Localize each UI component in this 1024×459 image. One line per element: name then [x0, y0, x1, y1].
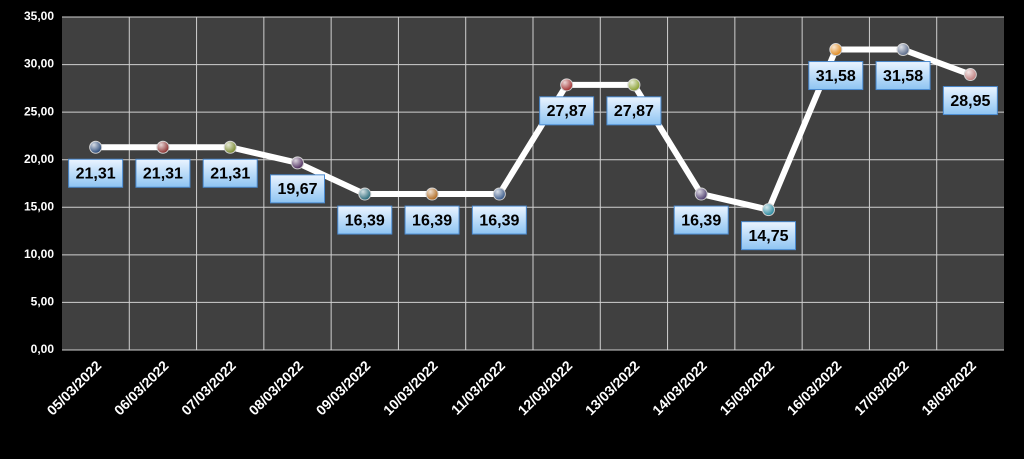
marker-shine	[358, 188, 371, 201]
data-label-box	[673, 205, 729, 235]
data-label: 16,39	[345, 212, 385, 229]
data-label-box	[875, 61, 931, 91]
data-label-box	[68, 158, 124, 188]
marker-shine	[627, 78, 640, 91]
marker-shine	[964, 68, 977, 81]
data-label: 31,58	[883, 68, 923, 85]
marker-shine	[560, 78, 573, 91]
marker-shine	[426, 188, 439, 201]
marker-shine	[89, 141, 102, 154]
data-label: 21,31	[76, 165, 116, 182]
marker-shine	[897, 43, 910, 56]
data-label-box	[270, 174, 325, 204]
y-tick-label: 25,00	[24, 104, 54, 118]
data-label-box	[471, 205, 527, 235]
data-label-box	[606, 96, 662, 126]
y-tick-label: 35,00	[24, 9, 54, 23]
data-label: 27,87	[614, 103, 654, 120]
data-label: 27,87	[547, 103, 587, 120]
marker-shine	[695, 188, 708, 201]
y-tick-label: 10,00	[24, 247, 54, 261]
marker-shine	[224, 141, 237, 154]
data-label: 28,95	[950, 93, 990, 110]
data-label: 21,31	[210, 165, 250, 182]
data-label: 21,31	[143, 165, 183, 182]
y-tick-label: 15,00	[24, 199, 54, 213]
data-label-box	[135, 158, 191, 188]
y-tick-label: 20,00	[24, 152, 54, 166]
data-label-box	[404, 205, 460, 235]
data-label: 16,39	[681, 212, 721, 229]
y-tick-label: 0,00	[31, 342, 55, 356]
data-label: 31,58	[816, 68, 856, 85]
marker-shine	[762, 203, 775, 216]
data-label-box	[942, 86, 998, 116]
data-label-box	[808, 61, 864, 91]
data-label: 16,39	[412, 212, 452, 229]
data-label-box	[539, 96, 595, 126]
marker-shine	[156, 141, 169, 154]
y-tick-label: 5,00	[31, 295, 55, 309]
data-label-box	[741, 221, 796, 251]
data-label: 14,75	[748, 228, 788, 245]
marker-shine	[291, 156, 304, 169]
data-label-box	[337, 205, 393, 235]
y-tick-label: 30,00	[24, 57, 54, 71]
marker-shine	[829, 43, 842, 56]
marker-shine	[493, 188, 506, 201]
data-label-box	[202, 158, 258, 188]
data-label: 19,67	[277, 181, 317, 198]
data-label: 16,39	[479, 212, 519, 229]
